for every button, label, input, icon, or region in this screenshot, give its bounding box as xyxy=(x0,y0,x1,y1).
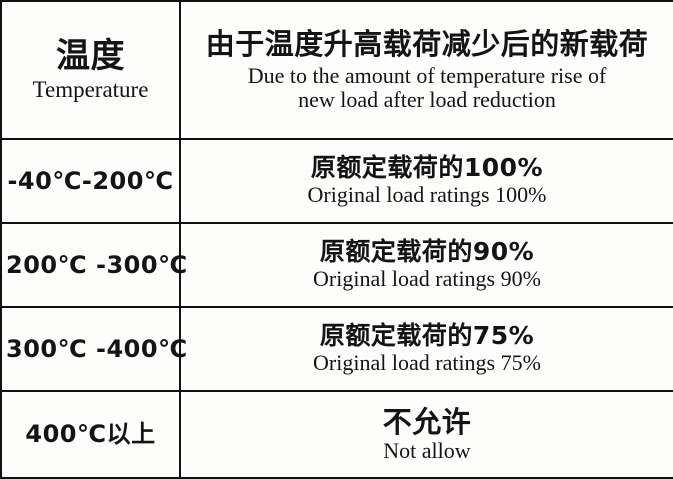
temperature-range-value: 300℃ -400℃ xyxy=(6,334,188,363)
cell-load-rating: 原额定载荷的75% Original load ratings 75% xyxy=(179,306,673,392)
load-rating-chinese: 原额定载荷的100% xyxy=(310,153,544,183)
load-rating-english: Original load ratings 90% xyxy=(313,266,541,292)
header-temperature-chinese: 温度 xyxy=(56,36,125,77)
table-header-row: 温度 Temperature 由于温度升高载荷减少后的新载荷 Due to th… xyxy=(0,0,673,140)
load-rating-chinese: 原额定载荷的90% xyxy=(319,237,535,267)
table-row: 400℃以上 不允许 Not allow xyxy=(0,390,673,479)
temperature-range-value: -40℃-200℃ xyxy=(7,166,174,195)
load-rating-chinese: 不允许 xyxy=(382,404,472,439)
table-row: -40℃-200℃ 原额定载荷的100% Original load ratin… xyxy=(0,138,673,224)
header-description-chinese: 由于温度升高载荷减少后的新载荷 xyxy=(205,26,649,61)
cell-load-rating: 原额定载荷的90% Original load ratings 90% xyxy=(179,222,673,308)
temperature-range-value: 200℃ -300℃ xyxy=(6,250,188,279)
table-row: 200℃ -300℃ 原额定载荷的90% Original load ratin… xyxy=(0,222,673,308)
header-description-english-line2: new load after load reduction xyxy=(298,87,556,113)
table-row: 300℃ -400℃ 原额定载荷的75% Original load ratin… xyxy=(0,306,673,392)
header-cell-temperature: 温度 Temperature xyxy=(0,0,181,140)
header-description-english-line1: Due to the amount of temperature rise of xyxy=(247,63,607,89)
temperature-range-value: 400℃以上 xyxy=(25,420,156,449)
load-rating-english: Original load ratings 75% xyxy=(313,350,541,376)
cell-temperature-range: 300℃ -400℃ xyxy=(0,306,188,392)
cell-temperature-range: -40℃-200℃ xyxy=(0,138,181,224)
load-rating-chinese: 原额定载荷的75% xyxy=(319,321,535,351)
cell-load-rating: 原额定载荷的100% Original load ratings 100% xyxy=(179,138,673,224)
header-cell-description: 由于温度升高载荷减少后的新载荷 Due to the amount of tem… xyxy=(179,0,673,140)
header-temperature-english: Temperature xyxy=(32,77,149,103)
load-rating-english: Original load ratings 100% xyxy=(307,182,547,208)
load-rating-english: Not allow xyxy=(383,438,471,464)
cell-load-rating: 不允许 Not allow xyxy=(179,390,673,479)
cell-temperature-range: 400℃以上 xyxy=(0,390,181,479)
cell-temperature-range: 200℃ -300℃ xyxy=(0,222,188,308)
